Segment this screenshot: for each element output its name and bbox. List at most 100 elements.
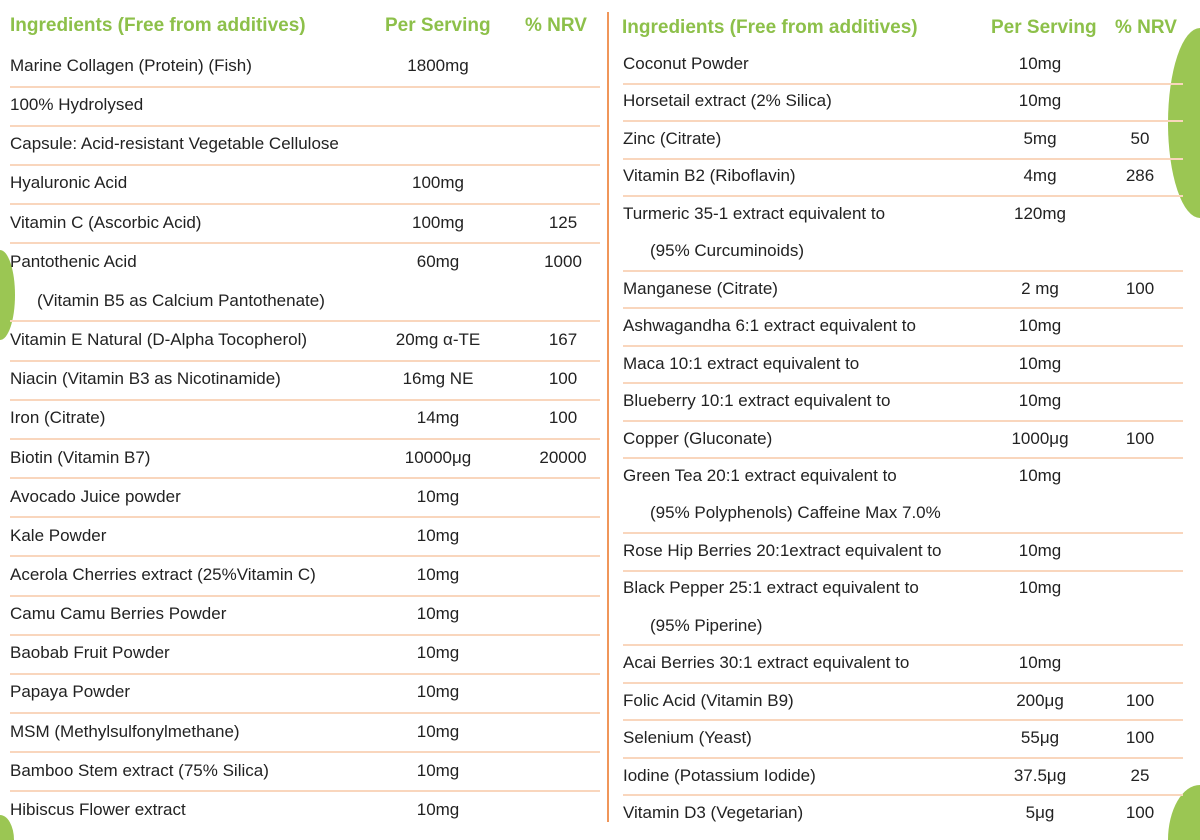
per-serving-value: 10mg [1018,540,1062,560]
row-divider [10,516,600,519]
row-divider [10,711,600,714]
nrv-value: 20000 [539,447,587,467]
ingredient-name: Hibiscus Flower extract [10,799,186,819]
per-serving-value: 10mg [416,486,460,506]
row-divider [623,195,1183,198]
ingredient-name: Papaya Powder [10,682,131,702]
nrv-value: 100 [1125,803,1155,822]
ingredient-name: Horsetail extract (2% Silica) [623,91,832,111]
per-serving-value: 10mg [1018,54,1062,73]
nrv-value: 286 [1125,166,1155,186]
ingredient-name: Hyaluronic Acid [10,173,128,193]
nrv-value: 167 [548,330,578,350]
per-serving-value: 10mg [1018,578,1062,598]
ingredient-name: Black Pepper 25:1 extract equivalent to [623,578,919,598]
decorative-circle-left [0,250,15,340]
row-divider [623,457,1183,460]
per-serving-value: 10mg [1018,653,1062,673]
per-serving-value: 10mg [1018,91,1062,111]
per-serving-value: 10mg [1018,391,1062,411]
ingredient-name: Maca 10:1 extract equivalent to [623,353,860,373]
ingredient-name: Zinc (Citrate) [623,128,722,148]
decorative-circle-right [1168,28,1200,218]
row-divider [623,307,1183,310]
per-serving-value: 5mg [1023,128,1057,148]
ingredient-name: Capsule: Acid-resistant Vegetable Cellul… [10,134,339,154]
row-divider [623,157,1183,160]
per-serving-value: 2 mg [1021,278,1059,298]
row-divider [623,120,1183,123]
row-divider [623,569,1183,572]
row-divider [623,82,1183,85]
row-divider [623,532,1183,535]
ingredient-name: Rose Hip Berries 20:1extract equivalent … [623,540,942,560]
row-divider [10,477,600,480]
nrv-value: 100 [1125,690,1155,710]
ingredient-name: (95% Piperine) [650,615,763,635]
ingredient-name: (95% Curcuminoids) [650,241,804,261]
header-ingredients: Ingredients (Free from additives) [622,17,918,38]
row-divider [623,419,1183,422]
ingredient-name: Selenium (Yeast) [623,728,752,748]
row-divider [10,398,600,401]
header-per-serving: Per Serving [385,15,491,36]
per-serving-value: 10mg [416,682,460,702]
per-serving-value: 1800mg [407,56,469,75]
ingredient-name: Acerola Cherries extract (25%Vitamin C) [10,564,316,584]
row-divider [623,644,1183,647]
ingredient-name: Acai Berries 30:1 extract equivalent to [623,653,910,673]
ingredient-name: Vitamin C (Ascorbic Acid) [10,212,202,232]
per-serving-value: 10mg [416,525,460,545]
ingredient-name: Camu Camu Berries Powder [10,604,227,624]
ingredient-name: Bamboo Stem extract (75% Silica) [10,760,269,780]
ingredient-name: Iron (Citrate) [10,408,106,428]
ingredient-name: Blueberry 10:1 extract equivalent to [623,391,891,411]
row-divider [10,437,600,440]
ingredient-name: 100% Hydrolysed [10,95,144,115]
per-serving-value: 10mg [416,799,460,819]
row-divider [10,555,600,558]
per-serving-value: 10mg [1018,316,1062,336]
per-serving-value: 100mg [412,173,464,193]
per-serving-value: 10mg [416,721,460,741]
per-serving-value: 16mg NE [402,369,474,389]
row-divider [10,790,600,793]
row-divider [10,85,600,88]
ingredient-name: Biotin (Vitamin B7) [10,447,151,467]
per-serving-value: 60mg [416,251,460,271]
per-serving-value: 1000μg [1011,428,1069,448]
per-serving-value: 10mg [416,760,460,780]
ingredient-name: Folic Acid (Vitamin B9) [623,690,794,710]
per-serving-value: 200μg [1016,690,1064,710]
ingredient-name: Niacin (Vitamin B3 as Nicotinamide) [10,369,281,389]
nrv-value: 100 [1125,428,1155,448]
row-divider [10,751,600,754]
nrv-value: 1000 [544,251,582,271]
row-divider [10,242,600,245]
per-serving-value: 20mg α-TE [395,330,481,350]
ingredient-name: MSM (Methylsulfonylmethane) [10,721,240,741]
nrv-value: 100 [1125,278,1155,298]
ingredient-name: Green Tea 20:1 extract equivalent to [623,465,897,485]
ingredient-name: Marine Collagen (Protein) (Fish) [10,56,252,75]
header-nrv: % NRV [1115,17,1177,38]
per-serving-value: 10mg [1018,465,1062,485]
ingredient-name: Vitamin D3 (Vegetarian) [623,803,804,822]
ingredient-name: (95% Polyphenols) Caffeine Max 7.0% [650,503,941,523]
nrv-value: 125 [548,212,578,232]
per-serving-value: 120mg [1014,203,1066,223]
row-divider [10,633,600,636]
per-serving-value: 5μg [1025,803,1055,822]
ingredient-name: Turmeric 35-1 extract equivalent to [623,203,886,223]
row-divider [623,382,1183,385]
nrv-value: 50 [1130,128,1150,148]
ingredient-name: Baobab Fruit Powder [10,643,170,663]
ingredient-name: Manganese (Citrate) [623,278,778,298]
ingredient-name: Ashwagandha 6:1 extract equivalent to [623,316,916,336]
ingredient-name: Kale Powder [10,525,107,545]
row-divider [10,203,600,206]
per-serving-value: 14mg [416,408,460,428]
ingredient-name: Iodine (Potassium Iodide) [623,765,816,785]
nrv-value: 100 [1125,728,1155,748]
row-divider [623,794,1183,797]
